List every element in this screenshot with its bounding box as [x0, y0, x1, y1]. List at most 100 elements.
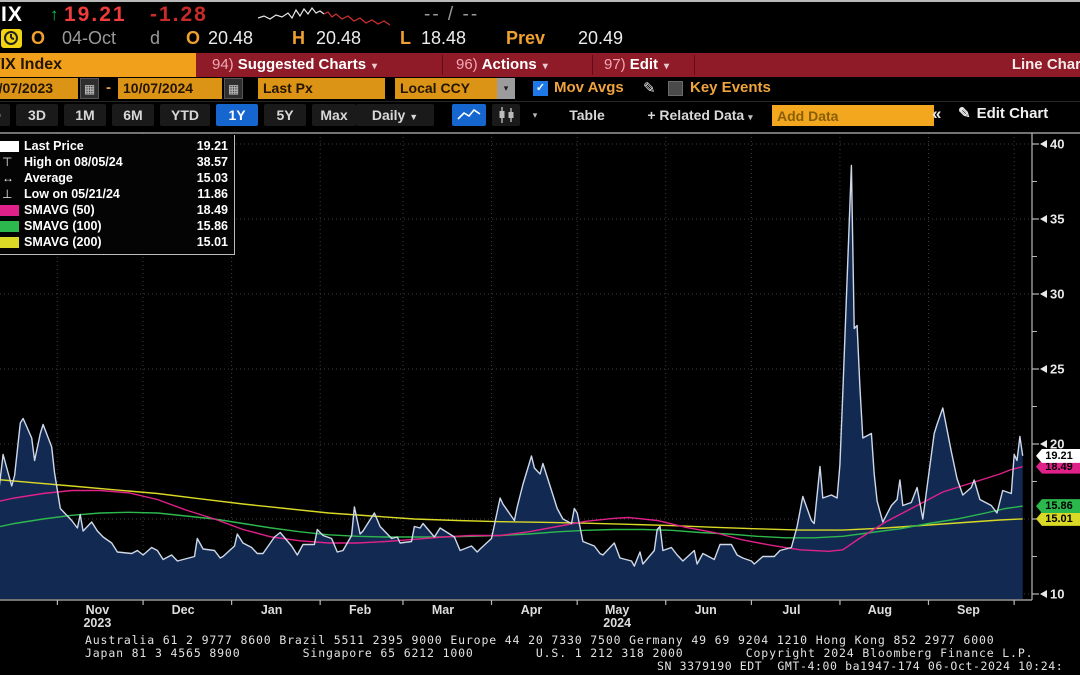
price-change: -1.28 [150, 3, 208, 26]
legend-value: 11.86 [197, 187, 228, 201]
legend-label: Last Price [24, 139, 84, 153]
average-marker-icon: ↔ [2, 171, 14, 185]
menu-item-label: Edit [629, 56, 659, 73]
legend-row-sma200: SMAVG (200) 15.01 [0, 234, 234, 250]
line-chart-type-button[interactable] [452, 104, 486, 126]
delayed-data-icon [1, 29, 22, 48]
session-flag: d [150, 28, 161, 48]
open-flag-label: O [31, 28, 46, 48]
tab-period-1m[interactable]: 1M [64, 104, 106, 126]
tab-period-6m[interactable]: 6M [112, 104, 154, 126]
svg-text:20: 20 [1050, 437, 1064, 452]
sma200-swatch [0, 236, 19, 248]
svg-text:Nov: Nov [86, 603, 110, 617]
frequency-dropdown[interactable]: Daily ▼ [356, 104, 434, 126]
svg-text:Jan: Jan [261, 603, 283, 617]
open-label: O [186, 28, 201, 48]
frequency-value: Daily [371, 107, 406, 123]
contact-numbers-line2: Japan 81 3 4565 8900 Singapore 65 6212 1… [85, 646, 1034, 660]
pencil-icon[interactable]: ✎ [643, 80, 656, 97]
legend-label: SMAVG (200) [24, 235, 102, 249]
svg-text:Feb: Feb [349, 603, 372, 617]
up-arrow-icon: ↑ [50, 5, 59, 24]
tab-period-ytd[interactable]: YTD [160, 104, 210, 126]
key-events-checkbox[interactable] [668, 81, 683, 96]
legend-label: Low on 05/21/24 [24, 187, 120, 201]
tab-period-3d[interactable]: 3D [16, 104, 58, 126]
date-range-dash: - [106, 79, 111, 96]
title-bar: VIX ↑ 19.21 -1.28 -- / -- [0, 2, 1080, 28]
last-price: 19.21 [64, 3, 127, 26]
legend-value: 15.03 [196, 171, 228, 185]
menu-item-number: 97) [604, 56, 626, 73]
svg-text:2024: 2024 [603, 616, 631, 630]
chevron-down-icon: ▾ [542, 61, 548, 72]
currency-dropdown-button[interactable]: ▾ [497, 78, 515, 99]
tab-period-5y[interactable]: 5Y [264, 104, 306, 126]
tab-period-1y[interactable]: 1Y [216, 104, 258, 126]
high-label: H [292, 28, 305, 48]
add-data-input[interactable] [772, 105, 934, 126]
low-marker-icon: ⊥ [2, 187, 13, 201]
edit-chart-button[interactable]: ✎ Edit Chart [958, 104, 1048, 122]
collapse-panel-button[interactable]: « [932, 104, 942, 123]
candlestick-icon [499, 107, 514, 123]
legend-label: High on 08/05/24 [24, 155, 123, 169]
svg-text:Dec: Dec [172, 603, 195, 617]
last-price-swatch [0, 140, 19, 152]
menu-edit[interactable]: 97) Edit ▾ [604, 53, 669, 77]
svg-text:Apr: Apr [521, 603, 543, 617]
legend-label: Average [24, 171, 73, 185]
menu-suggested-charts[interactable]: 94) Suggested Charts ▾ [212, 53, 377, 77]
menu-item-label: Actions [481, 56, 537, 73]
high-marker-icon: ⊤ [2, 155, 13, 169]
tab-period-max[interactable]: Max [312, 104, 356, 126]
legend-row-average: ↔ Average 15.03 [0, 170, 234, 186]
legend-row-sma50: SMAVG (50) 18.49 [0, 202, 234, 218]
date-from-field[interactable]: 10/07/2023 [0, 78, 78, 99]
contact-numbers-line1: Australia 61 2 9777 8600 Brazil 5511 239… [85, 633, 995, 647]
menu-actions[interactable]: 96) Actions ▾ [456, 53, 548, 77]
window-top-edge [0, 0, 1080, 2]
tab-period-1d[interactable]: 1D [0, 104, 10, 126]
date-to-field[interactable]: 10/07/2024 [118, 78, 222, 99]
legend-value: 18.49 [196, 203, 228, 217]
table-button[interactable]: Table [569, 107, 605, 123]
calendar-icon[interactable]: ▦ [80, 78, 99, 99]
legend-row-sma100: SMAVG (100) 15.86 [0, 218, 234, 234]
terminal-session-info: SN 3379190 EDT GMT-4:00 ba1947-174 06-Oc… [657, 659, 1064, 673]
period-toolbar: 1D 3D 1M 6M YTD 1Y 5Y Max Daily ▼ ▾ Tabl… [0, 101, 1080, 129]
high-value: 20.48 [316, 28, 362, 48]
menu-divider [592, 55, 593, 75]
chart-type-more-dropdown[interactable]: ▾ [532, 110, 538, 120]
legend-label: SMAVG (50) [24, 203, 95, 217]
pencil-icon: ✎ [958, 105, 971, 122]
quote-bar: O 04-Oct d O 20.48 H 20.48 L 18.48 Prev … [0, 28, 1080, 52]
chart-type-label: Line Chart [1011, 56, 1080, 73]
price-type-field[interactable]: Last Px [258, 78, 385, 99]
mov-avgs-label[interactable]: Mov Avgs [554, 79, 624, 96]
svg-text:Mar: Mar [432, 603, 454, 617]
mov-avgs-checkbox[interactable]: ✓ [533, 81, 548, 96]
menu-item-label: Suggested Charts [237, 56, 367, 73]
prev-label: Prev [506, 28, 546, 48]
legend-row-low: ⊥ Low on 05/21/24 11.86 [0, 186, 234, 202]
key-events-label[interactable]: Key Events [690, 79, 771, 96]
legend-row-last-price: Last Price 19.21 [0, 138, 234, 154]
legend-value: 19.21 [196, 139, 228, 153]
controls-row: 10/07/2023 ▦ - 10/07/2024 ▦ Last Px Loca… [0, 77, 1080, 101]
candlestick-type-button[interactable] [492, 104, 520, 126]
menu-divider [694, 55, 695, 75]
status-bar: Australia 61 2 9777 8600 Brazil 5511 239… [0, 631, 1080, 675]
ticker-symbol: VIX [0, 3, 23, 26]
related-data-label: + Related Data [647, 107, 745, 123]
svg-text:Sep: Sep [957, 603, 980, 617]
sma100-swatch [0, 220, 19, 232]
low-label: L [400, 28, 411, 48]
chevron-down-icon: ▾ [748, 112, 753, 122]
currency-field[interactable]: Local CCY [395, 78, 497, 99]
related-data-dropdown[interactable]: + Related Data ▾ [632, 104, 768, 126]
security-field[interactable]: VIX Index [0, 53, 196, 77]
calendar-icon[interactable]: ▦ [224, 78, 243, 99]
